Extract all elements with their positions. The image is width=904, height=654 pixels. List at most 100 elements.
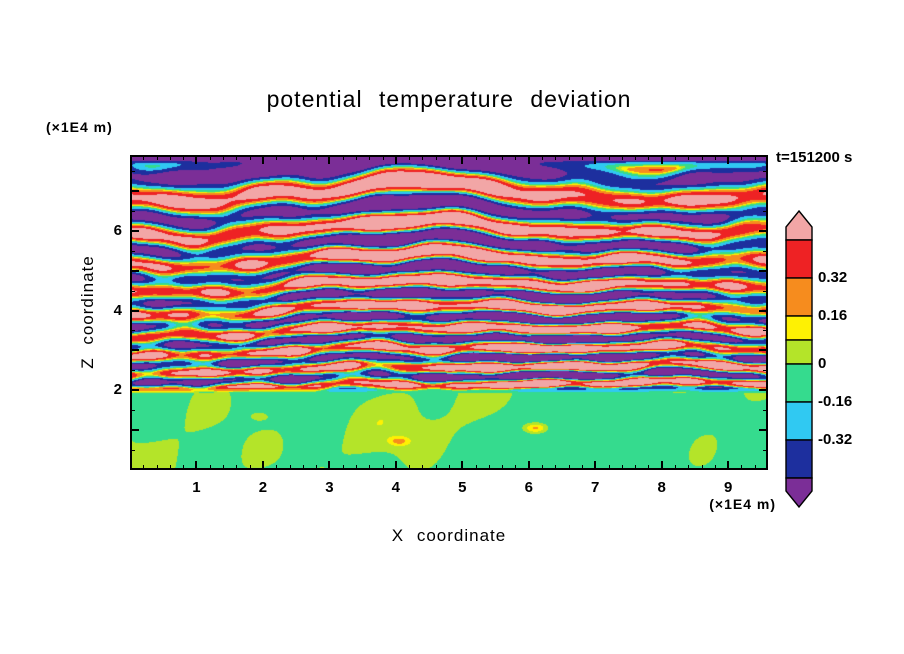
x-minor-tick (555, 155, 556, 160)
x-minor-tick (210, 155, 211, 160)
x-minor-tick (409, 465, 410, 470)
x-minor-tick (715, 465, 716, 470)
x-minor-tick (157, 465, 158, 470)
z-minor-tick (130, 370, 135, 371)
x-minor-tick (143, 155, 144, 160)
x-minor-tick (622, 465, 623, 470)
x-minor-tick (648, 155, 649, 160)
x-minor-tick (489, 155, 490, 160)
x-minor-tick (476, 465, 477, 470)
x-major-tick (528, 461, 530, 470)
x-major-tick (328, 461, 330, 470)
x-minor-tick (183, 465, 184, 470)
x-minor-tick (223, 155, 224, 160)
x-minor-tick (449, 465, 450, 470)
x-minor-tick (542, 465, 543, 470)
x-minor-tick (210, 465, 211, 470)
x-tick-label: 9 (723, 479, 733, 496)
colorbar-tick-label: -0.32 (818, 431, 853, 448)
z-major-tick (130, 270, 139, 272)
colorbar-segment-yellow (785, 315, 813, 341)
x-minor-tick (383, 155, 384, 160)
z-minor-tick (763, 291, 768, 292)
x-minor-tick (702, 155, 703, 160)
x-major-tick (594, 461, 596, 470)
x-minor-tick (236, 465, 237, 470)
x-minor-tick (675, 465, 676, 470)
x-minor-tick (369, 465, 370, 470)
colorbar-segment-green (785, 363, 813, 403)
colorbar-segment-cyan (785, 401, 813, 441)
x-minor-tick (343, 155, 344, 160)
colorbar-segment-yellow-green (785, 339, 813, 365)
x-major-tick (594, 155, 596, 164)
x-minor-tick (688, 465, 689, 470)
z-minor-tick (763, 370, 768, 371)
x-minor-tick (688, 155, 689, 160)
x-minor-tick (409, 155, 410, 160)
x-minor-tick (515, 465, 516, 470)
x-major-tick (395, 155, 397, 164)
colorbar-bottom-arrow (785, 477, 813, 508)
colorbar-top-arrow (785, 210, 813, 241)
z-minor-tick (130, 410, 135, 411)
z-tick-label: 4 (113, 301, 122, 319)
x-minor-tick (755, 465, 756, 470)
x-minor-tick (622, 155, 623, 160)
x-minor-tick (741, 465, 742, 470)
x-axis-unit-label: (×1E4 m) (709, 496, 776, 512)
z-minor-tick (130, 291, 135, 292)
x-minor-tick (183, 155, 184, 160)
z-minor-tick (763, 450, 768, 451)
x-minor-tick (755, 155, 756, 160)
x-minor-tick (609, 465, 610, 470)
x-tick-label: 8 (657, 479, 666, 496)
x-minor-tick (436, 155, 437, 160)
x-major-tick (727, 155, 729, 164)
x-major-tick (661, 155, 663, 164)
z-major-tick (759, 270, 768, 272)
x-minor-tick (170, 155, 171, 160)
z-major-tick (759, 230, 768, 232)
x-minor-tick (476, 155, 477, 160)
x-minor-tick (489, 465, 490, 470)
z-minor-tick (130, 211, 135, 212)
x-major-tick (528, 155, 530, 164)
x-minor-tick (290, 155, 291, 160)
x-tick-label: 4 (391, 479, 400, 496)
z-tick-label: 2 (113, 381, 122, 399)
z-minor-tick (130, 330, 135, 331)
z-major-tick (130, 389, 139, 391)
z-major-tick (759, 429, 768, 431)
z-minor-tick (763, 330, 768, 331)
x-minor-tick (422, 155, 423, 160)
x-minor-tick (422, 465, 423, 470)
x-minor-tick (741, 155, 742, 160)
x-minor-tick (635, 155, 636, 160)
x-major-tick (727, 461, 729, 470)
x-minor-tick (515, 155, 516, 160)
x-minor-tick (502, 155, 503, 160)
x-minor-tick (303, 465, 304, 470)
z-minor-tick (763, 211, 768, 212)
z-minor-tick (130, 171, 135, 172)
x-minor-tick (436, 465, 437, 470)
z-major-tick (130, 190, 139, 192)
x-minor-tick (502, 465, 503, 470)
x-minor-tick (236, 155, 237, 160)
x-minor-tick (648, 465, 649, 470)
x-minor-tick (369, 155, 370, 160)
x-minor-tick (356, 155, 357, 160)
x-minor-tick (635, 465, 636, 470)
x-tick-label: 5 (458, 479, 467, 496)
x-major-tick (262, 155, 264, 164)
colorbar-segment-navy (785, 439, 813, 479)
x-minor-tick (316, 465, 317, 470)
x-minor-tick (715, 155, 716, 160)
x-major-tick (262, 461, 264, 470)
x-minor-tick (250, 465, 251, 470)
x-major-tick (461, 461, 463, 470)
colorbar-tick-label: -0.16 (818, 393, 853, 410)
z-axis-unit-label: (×1E4 m) (46, 119, 113, 135)
